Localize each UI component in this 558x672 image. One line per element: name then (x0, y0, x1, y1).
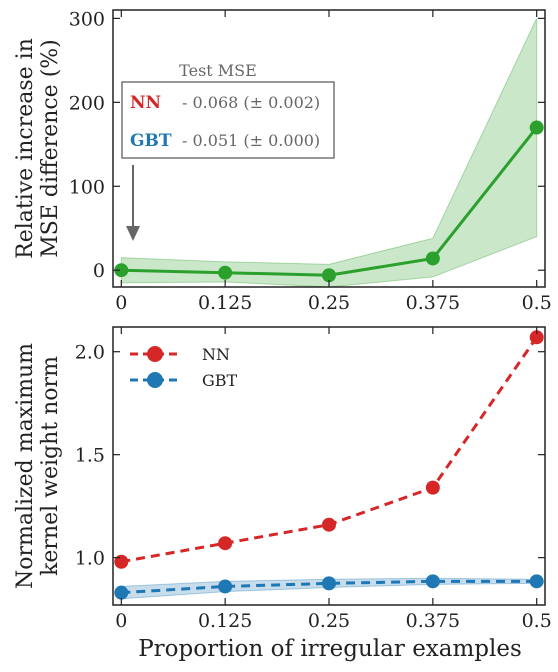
point-gbt-2 (322, 576, 336, 591)
point-gbt-0 (114, 585, 129, 600)
x-tick-label: 0.5 (522, 610, 552, 632)
test-mse-box: Test MSE NN - 0.068 (± 0.002) GBT - 0.05… (121, 61, 335, 159)
point-nn-2 (322, 517, 336, 532)
top-panel: 0 0.125 0.25 0.375 0.5 0 100 200 300 Relative in… (13, 8, 552, 314)
point-series-0-2 (322, 268, 336, 283)
y-axis-label-line: kernel weight norm (38, 356, 63, 576)
point-gbt-3 (425, 574, 440, 589)
point-nn-3 (425, 480, 440, 495)
legend-gbt-label: GBT (202, 371, 238, 390)
gbt-mse-value: - 0.051 (± 0.000) (182, 131, 320, 150)
gbt-label: GBT (130, 131, 172, 151)
top-axes (112, 9, 546, 288)
y-axis-label-line: Normalized maximum (13, 343, 38, 589)
top-tick-labels: 0 0.125 0.25 0.375 0.5 0 100 200 300 (69, 8, 552, 314)
y-axis-label-line: MSE difference (%) (38, 39, 63, 258)
y-tick-label: 0 (93, 260, 105, 282)
legend-nn-marker (147, 346, 163, 362)
plot-frame (112, 326, 546, 606)
bottom-axes (112, 326, 546, 606)
point-series-0-0 (114, 263, 129, 278)
point-gbt-4 (529, 574, 544, 589)
x-tick-label: 0.375 (406, 292, 460, 314)
point-nn-1 (218, 536, 233, 551)
x-tick-label: 0 (115, 292, 127, 314)
y-tick-label: 1.0 (75, 548, 105, 570)
top-confidence-band (120, 18, 538, 288)
arrow-annotation (126, 165, 140, 241)
bottom-y-axis-label: Normalized maximum kernel weight norm (13, 343, 63, 589)
line-gbt (121, 579, 537, 595)
legend-gbt-marker (147, 372, 163, 388)
x-tick-label: 0.25 (308, 610, 350, 632)
y-tick-label: 100 (69, 176, 105, 198)
bottom-series-lines (121, 336, 538, 595)
nn-mse-value: - 0.068 (± 0.002) (182, 93, 320, 112)
top-y-axis-label: Relative increase in MSE difference (%) (13, 38, 63, 259)
point-series-0-1 (218, 265, 233, 280)
point-gbt-1 (218, 579, 233, 594)
legend: NN GBT (130, 345, 238, 390)
bottom-series-points (114, 330, 544, 600)
top-series-points (114, 120, 544, 283)
y-axis-label-line: Relative increase in (13, 38, 38, 259)
point-nn-0 (114, 554, 129, 569)
y-tick-label: 200 (69, 92, 105, 114)
band-series-0 (120, 18, 538, 288)
y-tick-label: 1.5 (75, 445, 105, 467)
legend-nn-label: NN (202, 345, 230, 364)
bottom-tick-labels: 0 0.125 0.25 0.375 0.5 1.0 1.5 2.0 (75, 342, 552, 632)
bottom-panel: 0 0.125 0.25 0.375 0.5 1.0 1.5 2.0 Normalized m… (13, 326, 552, 662)
x-tick-label: 0 (115, 610, 127, 632)
nn-label: NN (130, 93, 161, 113)
test-mse-title: Test MSE (179, 61, 257, 80)
x-tick-label: 0.375 (406, 610, 460, 632)
x-tick-label: 0.125 (198, 292, 252, 314)
x-tick-label: 0.125 (198, 610, 252, 632)
x-tick-label: 0.25 (308, 292, 350, 314)
y-tick-label: 2.0 (75, 342, 105, 364)
point-series-0-4 (529, 120, 544, 135)
x-tick-label: 0.5 (522, 292, 552, 314)
point-series-0-3 (425, 251, 440, 266)
point-nn-4 (529, 330, 544, 345)
x-axis-label: Proportion of irregular examples (138, 636, 522, 662)
y-tick-label: 300 (69, 8, 105, 30)
